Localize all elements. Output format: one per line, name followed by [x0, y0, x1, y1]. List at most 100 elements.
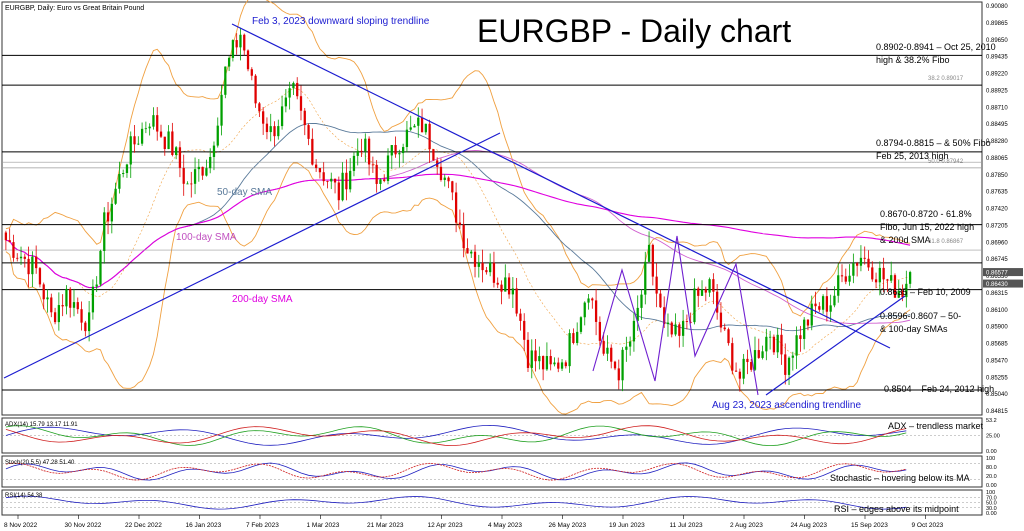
- y-tick-label: 0.90080: [986, 4, 1008, 10]
- candle-body: [538, 356, 541, 362]
- candle-body: [549, 356, 552, 365]
- candle-body: [178, 147, 182, 168]
- adx-header: ADX(14) 15.79 13.17 11.91: [5, 422, 78, 428]
- candle-body: [432, 149, 435, 161]
- candle-body: [716, 291, 719, 313]
- candle-body: [398, 153, 401, 155]
- candle-body: [454, 192, 458, 223]
- rsi-tick: 100: [986, 490, 995, 496]
- stoch-tick: 100: [986, 456, 995, 462]
- candle-body: [568, 333, 571, 367]
- candle-body: [159, 131, 163, 137]
- candle-body: [292, 82, 295, 89]
- candle-body: [500, 284, 503, 292]
- price-label-box: [983, 268, 1023, 277]
- candle-body: [723, 327, 726, 330]
- x-tick-label: 15 Sep 2023: [851, 522, 888, 529]
- level5-text-b: & 100-day SMAs: [880, 324, 948, 334]
- candle-body: [470, 251, 473, 254]
- x-tick-label: 26 May 2023: [549, 522, 587, 529]
- x-tick-label: 9 Oct 2023: [912, 522, 944, 529]
- candle-body: [383, 179, 386, 182]
- candle-body: [23, 256, 26, 259]
- candle-body: [337, 182, 340, 201]
- candle-body: [780, 334, 783, 355]
- candle-body: [496, 282, 499, 285]
- candle-body: [712, 279, 715, 292]
- rsi-tick: 0.00: [986, 511, 997, 517]
- y-tick-label: 0.86315: [986, 291, 1008, 297]
- candle-body: [768, 336, 772, 338]
- rsi-tick: 50.0: [986, 501, 997, 507]
- candle-body: [738, 371, 741, 379]
- candle-body: [91, 286, 95, 313]
- candle-body: [57, 305, 60, 323]
- y-tick-label: 0.87205: [986, 223, 1008, 229]
- candle-body: [443, 177, 446, 180]
- candle-body: [799, 335, 802, 339]
- bollinger-mid-line: [5, 88, 911, 355]
- level2-text-b: Feb 25, 2013 high: [876, 151, 949, 161]
- candle-body: [734, 370, 738, 372]
- price-label-box: [983, 279, 1023, 288]
- y-tick-label: 0.86960: [986, 240, 1008, 246]
- fibo382-label: 38.2 0.89017: [928, 76, 964, 82]
- x-tick-label: 11 Jul 2023: [670, 522, 704, 529]
- candle-body: [806, 319, 810, 326]
- candle-body: [197, 166, 200, 170]
- candle-body: [523, 320, 526, 340]
- candle-body: [182, 167, 185, 184]
- chart-title: EURGBP - Daily chart: [477, 13, 791, 49]
- candle-body: [371, 164, 375, 166]
- candle-body: [114, 188, 117, 204]
- y-tick-label: 0.87850: [986, 173, 1008, 179]
- candle-body: [663, 307, 666, 325]
- y-tick-label: 0.85470: [986, 358, 1008, 364]
- candle-body: [473, 251, 477, 267]
- candle-body: [583, 302, 586, 318]
- candle-body: [818, 306, 821, 310]
- candle-body: [515, 288, 518, 314]
- candle-body: [719, 312, 723, 328]
- candle-body: [651, 244, 654, 277]
- y-tick-label: 0.86745: [986, 257, 1008, 263]
- candle-body: [564, 362, 567, 367]
- candle-body: [220, 94, 223, 126]
- x-tick-label: 24 Aug 2023: [791, 522, 828, 529]
- adx-line: [5, 424, 907, 446]
- y-tick-label: 0.86100: [986, 308, 1008, 314]
- candle-body: [481, 262, 484, 271]
- candle-body: [908, 272, 912, 284]
- candle-body: [144, 128, 148, 130]
- candle-body: [330, 178, 333, 182]
- candle-body: [386, 155, 390, 182]
- candle-body: [367, 138, 371, 165]
- candle-body: [856, 263, 859, 266]
- price-label: 0.86577: [986, 271, 1008, 277]
- candle-body: [12, 242, 15, 258]
- candle-body: [129, 136, 132, 165]
- adx-line: [5, 425, 907, 447]
- candle-body: [390, 145, 393, 156]
- candle-body: [629, 341, 632, 347]
- candle-body: [447, 177, 450, 182]
- candle-body: [265, 123, 269, 133]
- candle-body: [269, 126, 272, 133]
- candle-body: [333, 178, 337, 183]
- candle-body: [224, 66, 227, 95]
- candle-body: [901, 290, 904, 298]
- candle-body: [352, 155, 356, 171]
- y-tick-label: 0.85685: [986, 342, 1008, 348]
- candle-body: [193, 169, 197, 184]
- candle-body: [825, 296, 829, 312]
- y-tick-label: 0.88065: [986, 156, 1008, 162]
- candle-body: [31, 256, 34, 275]
- candle-body: [587, 298, 590, 303]
- y-tick-label: 0.88280: [986, 139, 1008, 145]
- candle-body: [655, 276, 658, 294]
- candle-body: [326, 181, 329, 182]
- candle-body: [640, 294, 643, 308]
- x-tick-label: 2 Aug 2023: [730, 522, 763, 529]
